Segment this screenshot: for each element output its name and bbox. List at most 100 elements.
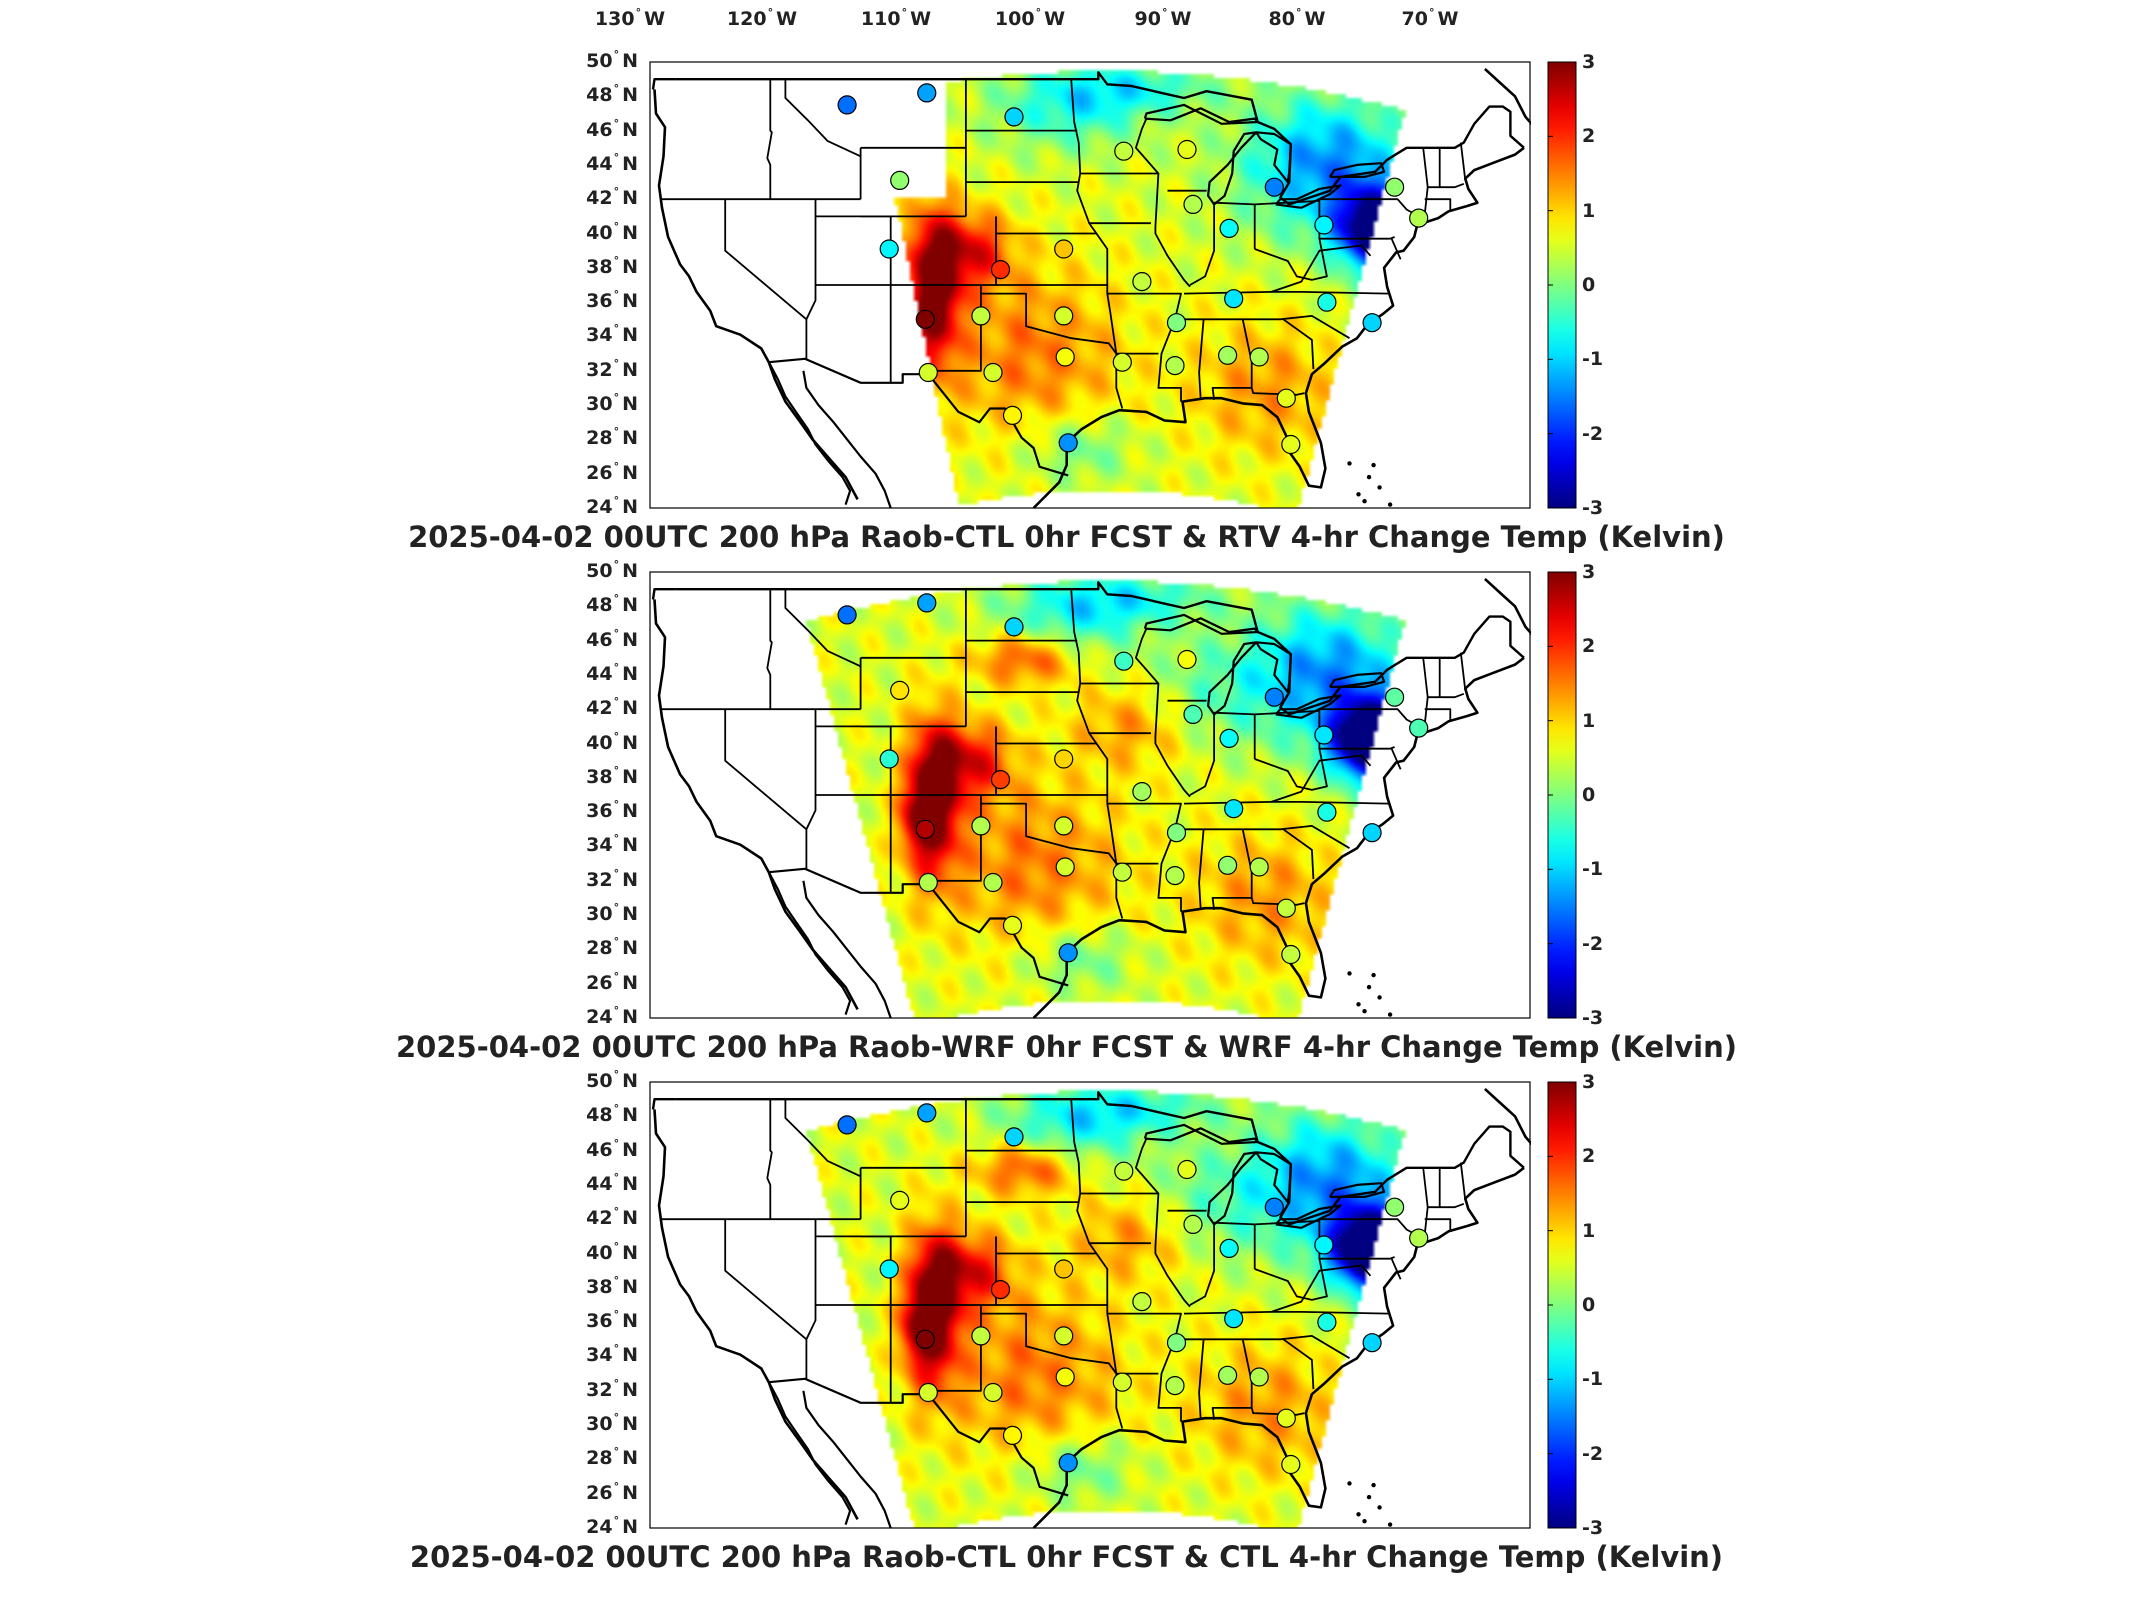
latitude-label: 32° N (568, 1376, 638, 1401)
raob-station-marker (1249, 857, 1269, 877)
island (1347, 461, 1352, 466)
raob-station-marker (1276, 388, 1296, 408)
raob-station-marker (1165, 1376, 1185, 1396)
degree-symbol: ° (613, 1004, 620, 1017)
raob-station-marker (1219, 1238, 1239, 1258)
raob-station-marker (1384, 687, 1405, 707)
latitude-label: 30° N (568, 1411, 638, 1436)
latitude-hemisphere: N (622, 1138, 638, 1161)
latitude-label: 40° N (568, 730, 638, 754)
raob-station-marker (983, 1382, 1003, 1403)
raob-station-marker (971, 1326, 991, 1346)
raob-station-marker (1281, 1454, 1301, 1475)
colorbar-tick-label: 3 (1582, 51, 1596, 73)
longitude-label: 70° W (1402, 6, 1459, 30)
longitude-degree: 110 (860, 8, 901, 30)
longitude-degree: 80 (1268, 8, 1295, 30)
latitude-label: 36° N (568, 288, 638, 312)
coastline-gulf-atlantic (1032, 656, 1525, 1019)
latitude-degree: 38 (586, 765, 613, 788)
degree-symbol: ° (901, 6, 908, 19)
latitude-degree: 26 (586, 971, 613, 994)
degree-symbol: ° (613, 1308, 620, 1322)
degree-symbol: ° (613, 1376, 620, 1390)
latitude-degree: 50 (586, 1070, 613, 1092)
latitude-hemisphere: N (622, 560, 638, 582)
raob-station-marker (1002, 1425, 1023, 1445)
raob-station-marker (1314, 725, 1334, 745)
coastline-pacific (653, 1109, 859, 1521)
island (1362, 1518, 1367, 1524)
state-border (784, 79, 861, 158)
raob-station-marker (1183, 704, 1203, 724)
latitude-label: 26° N (568, 970, 638, 994)
latitude-label: 24° N (568, 1004, 638, 1028)
degree-symbol: ° (613, 322, 620, 336)
great-lake-outline (1255, 641, 1292, 694)
latitude-hemisphere: N (622, 118, 638, 141)
raob-station-marker (915, 1329, 935, 1349)
raob-station-marker (837, 605, 857, 625)
raob-station-marker (1362, 823, 1382, 843)
latitude-degree: 34 (586, 1344, 613, 1367)
latitude-hemisphere: N (622, 628, 638, 651)
degree-symbol: ° (613, 185, 620, 199)
latitude-degree: 46 (586, 628, 613, 651)
raob-station-marker (1217, 1365, 1238, 1385)
latitude-hemisphere: N (622, 152, 638, 175)
raob-station-marker (837, 95, 857, 115)
latitude-hemisphere: N (622, 255, 638, 278)
latitude-hemisphere: N (622, 1413, 638, 1436)
longitude-hemisphere: W (1044, 8, 1066, 30)
state-border (1319, 1256, 1395, 1260)
raob-station-marker (1055, 857, 1075, 877)
degree-symbol: ° (613, 1205, 620, 1219)
latitude-hemisphere: N (622, 937, 638, 960)
longitude-degree: 120 (726, 8, 767, 30)
latitude-hemisphere: N (622, 1241, 638, 1264)
latitude-hemisphere: N (622, 971, 638, 994)
latitude-hemisphere: N (622, 358, 638, 381)
raob-station-marker (1132, 1292, 1152, 1312)
state-border (805, 709, 817, 869)
great-lake-outline (1143, 613, 1259, 635)
panel-title-2: 2025-04-02 00UTC 200 hPa Raob-WRF 0hr FC… (395, 1030, 1737, 1064)
degree-symbol: ° (613, 1170, 620, 1184)
raob-station-marker (1362, 313, 1382, 333)
latitude-degree: 36 (586, 1310, 613, 1333)
colorbar-tick-label: -1 (1582, 858, 1604, 881)
raob-station-marker (1264, 687, 1284, 707)
latitude-degree: 42 (586, 187, 613, 210)
latitude-hemisphere: N (622, 187, 638, 210)
latitude-degree: 30 (586, 1413, 613, 1436)
degree-symbol: ° (1295, 6, 1302, 19)
latitude-degree: 40 (586, 731, 613, 754)
raob-station-marker (1249, 1367, 1269, 1387)
latitude-degree: 34 (586, 834, 613, 857)
island (1347, 1481, 1352, 1486)
state-border (1271, 754, 1372, 803)
state-border (1250, 387, 1305, 396)
latitude-degree: 46 (586, 1138, 613, 1161)
state-border (980, 292, 1118, 355)
raob-station-marker (1004, 107, 1024, 127)
state-border (1271, 244, 1372, 293)
state-border (1459, 1162, 1467, 1201)
raob-station-marker (990, 1280, 1011, 1300)
latitude-hemisphere: N (622, 1207, 638, 1230)
colorbar-tick-label: 1 (1582, 199, 1596, 222)
degree-symbol: ° (613, 288, 620, 302)
raob-station-marker (1264, 1197, 1284, 1217)
degree-symbol: ° (613, 1411, 620, 1425)
state-border (1424, 1218, 1452, 1232)
raob-station-marker (1114, 141, 1134, 161)
raob-station-marker (1249, 347, 1269, 367)
raob-station-marker (890, 1190, 910, 1211)
state-border (1198, 829, 1205, 909)
latitude-label: 32° N (568, 867, 638, 891)
degree-symbol: ° (613, 558, 620, 571)
raob-station-marker (990, 770, 1011, 790)
latitude-hemisphere: N (622, 662, 638, 685)
degree-symbol: ° (613, 391, 620, 405)
great-lake-outline (1143, 1123, 1259, 1145)
